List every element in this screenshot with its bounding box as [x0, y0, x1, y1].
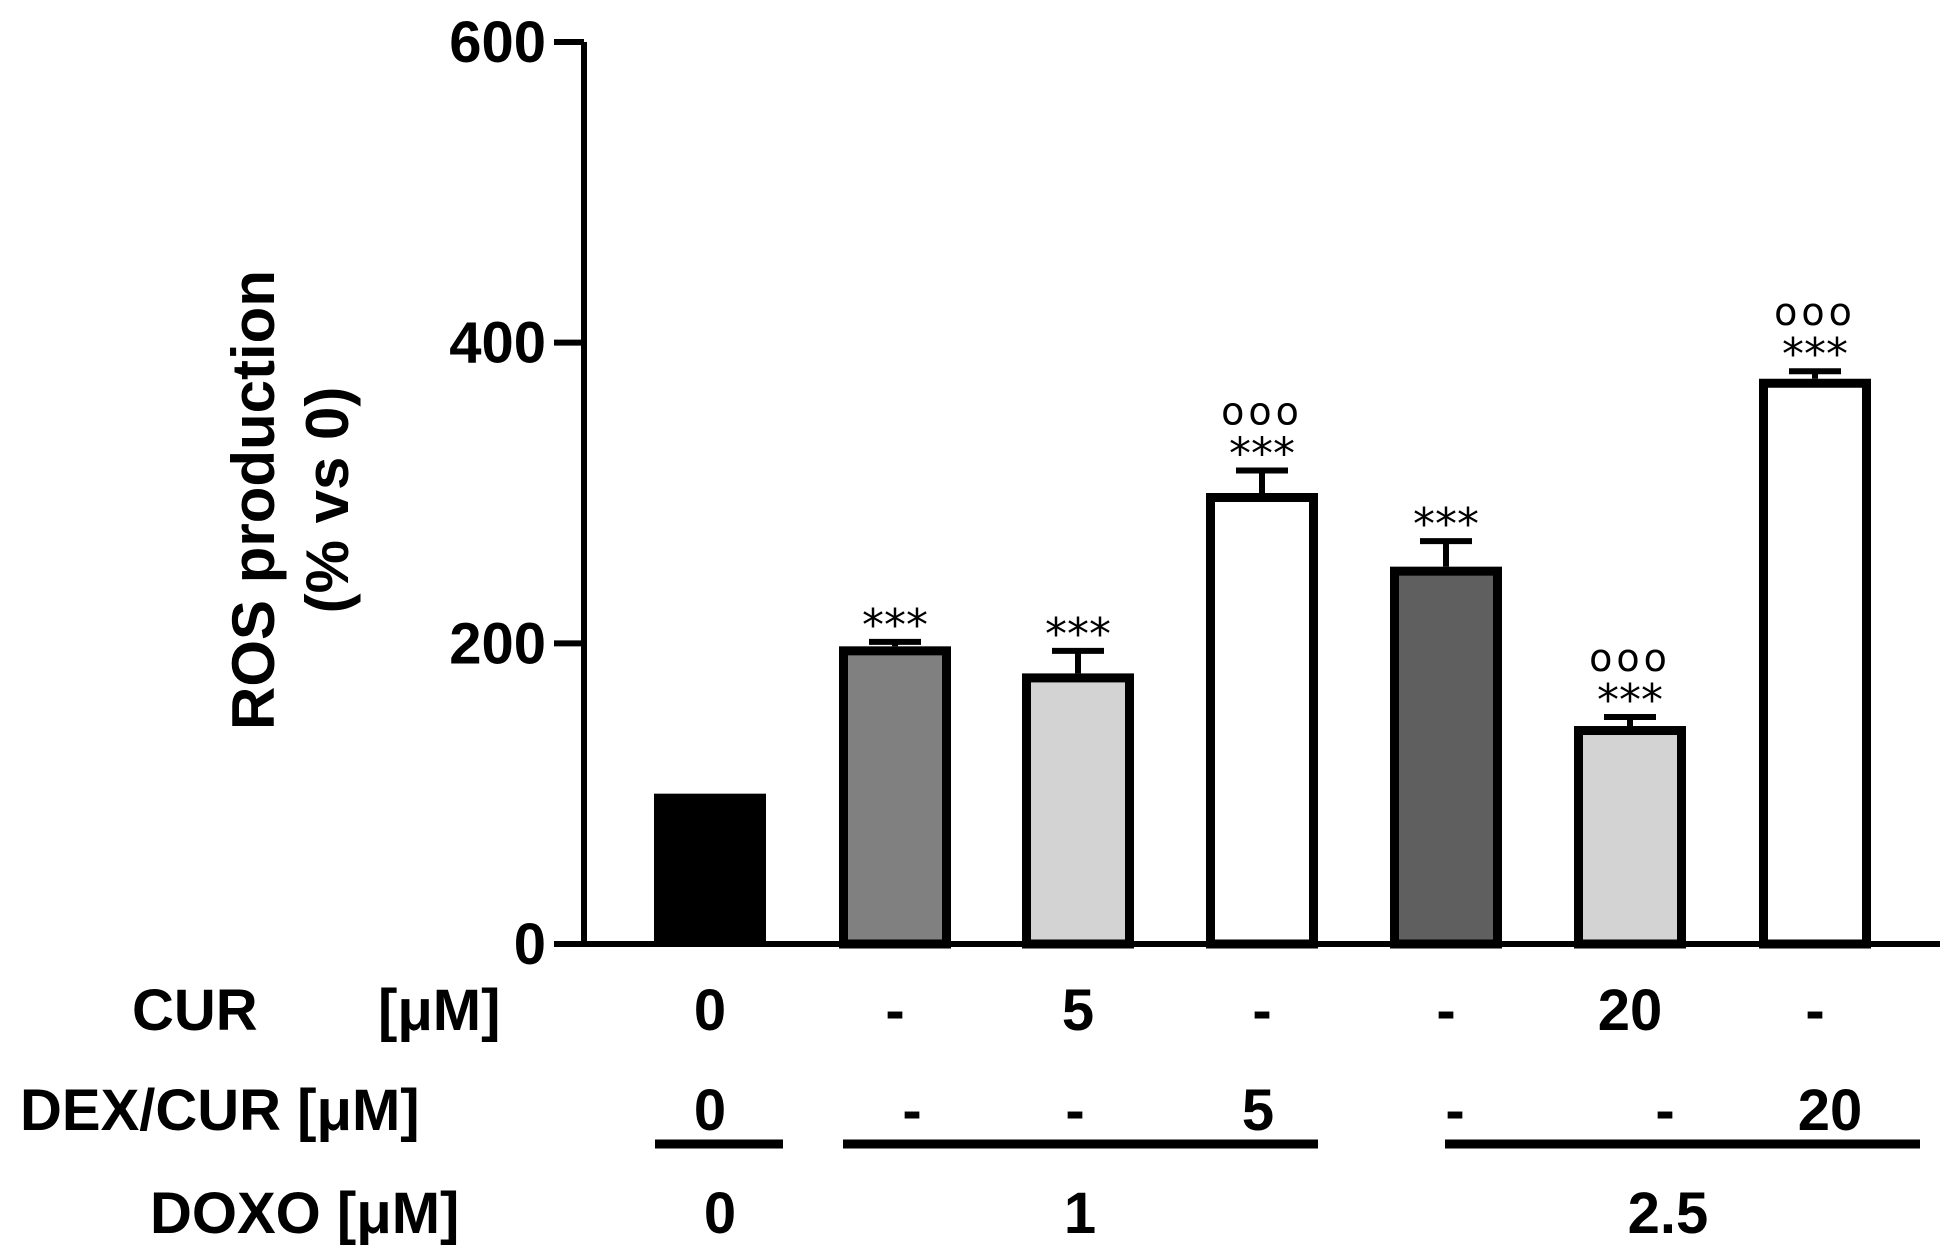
cur-value: 5: [1062, 978, 1094, 1043]
bar: [654, 793, 766, 944]
dexcur-value: -: [1655, 1078, 1674, 1143]
dexcur-value: 0: [694, 1078, 726, 1143]
dexcur-value: 20: [1798, 1078, 1863, 1143]
bar: [1022, 673, 1134, 949]
cur-value: -: [1252, 978, 1271, 1043]
dexcur-value: -: [1065, 1078, 1084, 1143]
significance-stars: ***: [1597, 675, 1663, 726]
y-tick-label: 600: [449, 10, 546, 75]
significance-stars: ***: [1413, 499, 1479, 550]
doxo-value: 1: [1064, 1181, 1096, 1246]
significance-stars: ***: [1229, 428, 1295, 479]
dexcur-value: -: [902, 1078, 921, 1143]
bar: [1574, 726, 1686, 949]
y-axis-label-line1: ROS production: [220, 270, 287, 730]
cur-value: -: [1805, 978, 1824, 1043]
dexcur-value: -: [1445, 1078, 1464, 1143]
significance-circles: ooo: [1774, 290, 1856, 334]
y-tick-label: 0: [514, 912, 546, 977]
y-tick-label: 400: [449, 311, 546, 376]
cur-row-unit: [μM]: [378, 978, 500, 1043]
significance-circles: ooo: [1221, 389, 1303, 433]
significance-stars: ***: [1045, 609, 1111, 660]
bar: [1759, 378, 1871, 949]
bar: [1390, 566, 1502, 949]
dexcur-row-label: DEX/CUR [μM]: [20, 1078, 420, 1143]
cur-value: 0: [694, 978, 726, 1043]
doxo-row-label: DOXO [μM]: [150, 1181, 459, 1246]
y-axis-label: ROS production (% vs 0): [220, 270, 361, 730]
doxo-value: 2.5: [1628, 1181, 1709, 1246]
treatment-table: CUR [μM] DEX/CUR [μM] DOXO [μM] 0 - 5 - - 20 - 0 - - 5…: [20, 978, 1920, 1246]
y-axis-label-line2: (% vs 0): [294, 387, 361, 614]
cur-row-label: CUR: [132, 978, 258, 1043]
dexcur-value: 5: [1242, 1078, 1274, 1143]
doxo-value: 0: [704, 1181, 736, 1246]
significance-stars: ***: [862, 600, 928, 651]
significance-stars: ***: [1782, 329, 1848, 380]
bar: [1206, 493, 1318, 949]
cur-value: -: [1436, 978, 1455, 1043]
y-tick-label: 200: [449, 611, 546, 676]
axes: 0 200 400 600: [449, 10, 1940, 977]
significance-circles: ooo: [1589, 636, 1671, 680]
bars: *** ******ooo******ooo***ooo: [654, 290, 1871, 949]
cur-value: -: [885, 978, 904, 1043]
bar: [839, 646, 951, 949]
cur-value: 20: [1598, 978, 1663, 1043]
